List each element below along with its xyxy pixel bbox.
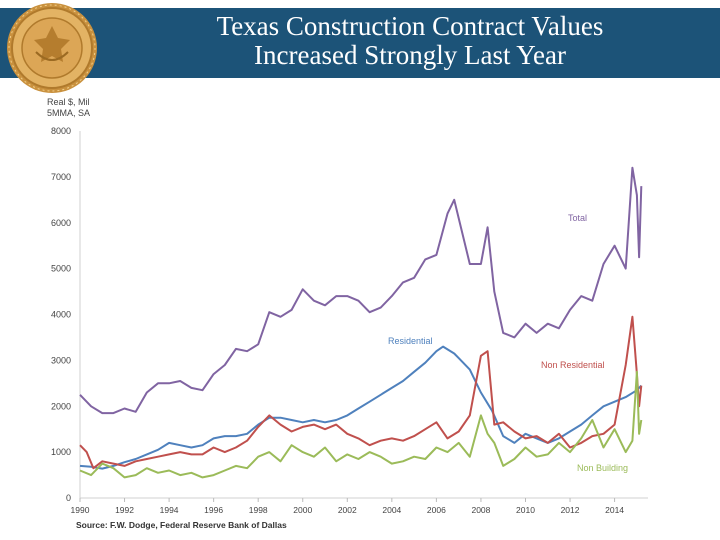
x-tick-label: 2004 <box>382 505 401 515</box>
federal-reserve-seal-icon <box>7 3 97 93</box>
y-tick-label: 2000 <box>51 401 71 411</box>
y-tick-label: 4000 <box>51 310 71 320</box>
y-tick-label: 7000 <box>51 172 71 182</box>
x-tick-label: 1998 <box>249 505 268 515</box>
title-line-2: Increased Strongly Last Year <box>254 40 566 70</box>
x-tick-label: 2014 <box>605 505 624 515</box>
x-tick-label: 1992 <box>115 505 134 515</box>
series-label-total: Total <box>568 213 587 223</box>
title-banner <box>0 8 720 78</box>
series-label-residential: Residential <box>388 336 433 346</box>
slide-header: Texas Construction Contract Values Incre… <box>0 0 720 93</box>
series-line-residential <box>79 345 643 470</box>
series-line-non-building <box>79 370 643 479</box>
x-tick-label: 2000 <box>293 505 312 515</box>
x-tick-label: 2006 <box>427 505 446 515</box>
y-tick-label: 8000 <box>51 126 71 136</box>
series-label-non-building: Non Building <box>577 463 628 473</box>
y-tick-label: 1000 <box>51 447 71 457</box>
source-note: Source: F.W. Dodge, Federal Reserve Bank… <box>76 520 287 530</box>
x-tick-label: 1996 <box>204 505 223 515</box>
x-tick-label: 2002 <box>338 505 357 515</box>
y-tick-label: 5000 <box>51 264 71 274</box>
slide-title: Texas Construction Contract Values Incre… <box>120 12 700 70</box>
title-line-1: Texas Construction Contract Values <box>216 11 604 41</box>
y-axis-units: Real $, Mil 5MMA, SA <box>47 97 90 119</box>
x-tick-label: 2012 <box>561 505 580 515</box>
series-label-non-residential: Non Residential <box>541 360 605 370</box>
y-tick-label: 6000 <box>51 218 71 228</box>
x-tick-label: 2008 <box>471 505 490 515</box>
series-line-total <box>79 166 643 415</box>
line-chart: 0 1000 2000 3000 4000 5000 6000 7000 8000 1990 19… <box>51 126 648 515</box>
x-tick-label: 1990 <box>71 505 90 515</box>
y-axis-label-line-2: 5MMA, SA <box>47 108 91 118</box>
y-tick-label: 3000 <box>51 355 71 365</box>
x-tick-label: 2010 <box>516 505 535 515</box>
x-tick-label: 1994 <box>160 505 179 515</box>
series-line-non-residential <box>79 315 643 470</box>
y-axis-label-line-1: Real $, Mil <box>47 97 90 107</box>
y-tick-label: 0 <box>66 493 71 503</box>
